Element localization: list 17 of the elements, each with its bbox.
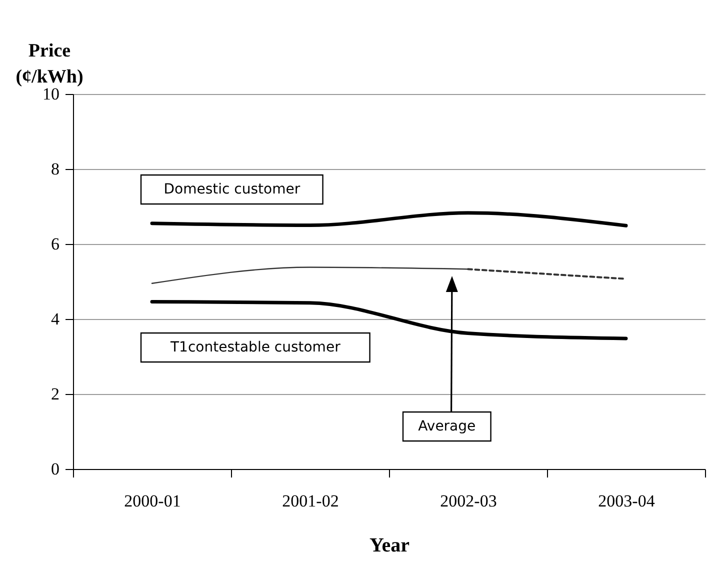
x-tick-label: 2002-03	[440, 492, 497, 510]
series-label: Domestic customer	[164, 182, 300, 198]
y-axis-title: Price (¢/kWh)	[16, 40, 84, 88]
y-tick-label: 8	[51, 160, 60, 178]
y-tick-label: 6	[51, 234, 60, 254]
x-axis-title: Year	[370, 534, 410, 556]
y-tick-label: 10	[42, 84, 60, 104]
y-tick-label: 4	[51, 310, 60, 328]
line-series	[150, 300, 628, 340]
line-series	[150, 211, 628, 228]
text: Average	[418, 418, 476, 434]
x-tick-label: 2001-02	[282, 492, 339, 510]
y-tick-label: 0	[51, 460, 60, 478]
text: T1contestable customer	[169, 340, 341, 356]
y-tick-label: 2	[51, 384, 60, 404]
x-tick-label: 2000-01	[124, 492, 181, 510]
x-tick-label: 2003-04	[598, 492, 656, 510]
